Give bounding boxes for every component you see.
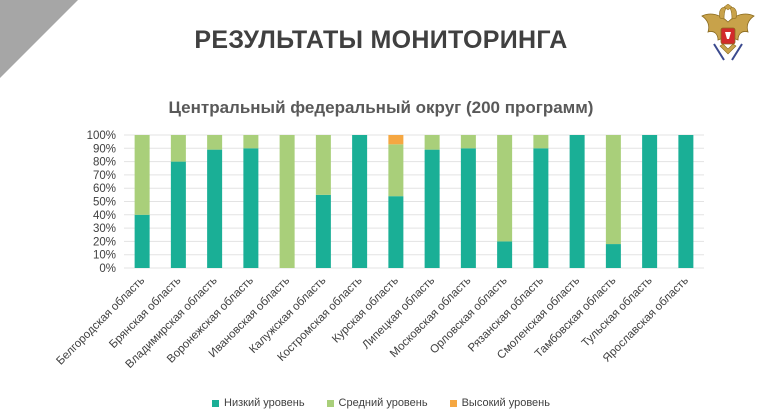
bar-low-3 bbox=[243, 148, 259, 268]
bar-low-15 bbox=[678, 135, 694, 268]
bar-low-13 bbox=[605, 244, 621, 268]
legend-item-medium: Средний уровень bbox=[326, 397, 428, 409]
legend-label: Низкий уровень bbox=[224, 397, 305, 409]
bar-low-10 bbox=[497, 241, 513, 268]
bar-medium-10 bbox=[497, 135, 513, 242]
bar-medium-11 bbox=[533, 135, 549, 149]
legend-swatch bbox=[212, 399, 219, 407]
chart-title: Центральный федеральный округ (200 прогр… bbox=[168, 98, 594, 117]
y-tick-label: 60% bbox=[93, 183, 116, 195]
x-tick-label: Тульская область bbox=[580, 275, 655, 350]
bar-low-7 bbox=[388, 196, 404, 268]
y-tick-label: 70% bbox=[93, 170, 116, 182]
y-tick-label: 30% bbox=[93, 223, 116, 235]
bar-low-2 bbox=[207, 149, 223, 268]
y-tick-label: 10% bbox=[93, 250, 116, 262]
legend-item-high: Высокий уровень bbox=[449, 397, 550, 409]
legend-item-low: Низкий уровень bbox=[212, 397, 305, 409]
bar-low-6 bbox=[352, 135, 368, 268]
coat-of-arms-icon bbox=[701, 4, 755, 61]
bar-medium-0 bbox=[134, 135, 150, 215]
page-title: РЕЗУЛЬТАТЫ МОНИТОРИНГА bbox=[194, 26, 568, 54]
y-tick-label: 40% bbox=[93, 210, 116, 222]
y-tick-label: 80% bbox=[93, 157, 116, 169]
y-tick-label: 100% bbox=[87, 130, 116, 142]
bar-medium-7 bbox=[388, 144, 404, 197]
bar-medium-8 bbox=[424, 135, 440, 150]
legend-label: Средний уровень bbox=[338, 397, 428, 409]
bar-medium-9 bbox=[460, 135, 476, 149]
bar-low-11 bbox=[533, 148, 549, 268]
y-axis-ticks: 0%10% 20%30%40%50% 60%70%80% 90%100% bbox=[87, 130, 116, 275]
bar-low-8 bbox=[424, 149, 440, 268]
bar-low-0 bbox=[134, 214, 150, 268]
bar-high-7 bbox=[388, 135, 404, 145]
y-tick-label: 90% bbox=[93, 143, 116, 155]
bar-medium-13 bbox=[605, 135, 621, 245]
bar-low-1 bbox=[170, 161, 186, 268]
bar-medium-1 bbox=[170, 135, 186, 162]
bar-medium-4 bbox=[279, 135, 295, 268]
bar-low-12 bbox=[569, 135, 585, 268]
legend-label: Высокий уровень bbox=[461, 397, 550, 409]
bar-low-14 bbox=[642, 135, 658, 268]
corner-decoration bbox=[0, 0, 78, 78]
bars bbox=[134, 135, 694, 268]
bar-medium-3 bbox=[243, 135, 259, 149]
legend: Низкий уровень Средний уровень Высокий уро… bbox=[0, 397, 762, 409]
bar-low-9 bbox=[460, 148, 476, 268]
y-tick-label: 20% bbox=[93, 236, 116, 248]
y-tick-label: 50% bbox=[93, 197, 116, 209]
bar-medium-5 bbox=[315, 135, 331, 195]
y-tick-label: 0% bbox=[99, 263, 116, 275]
bar-low-5 bbox=[315, 194, 331, 268]
legend-swatch bbox=[449, 399, 457, 407]
bar-medium-2 bbox=[207, 135, 223, 150]
legend-swatch bbox=[326, 399, 334, 407]
x-tick-label: Курская область bbox=[330, 275, 401, 346]
